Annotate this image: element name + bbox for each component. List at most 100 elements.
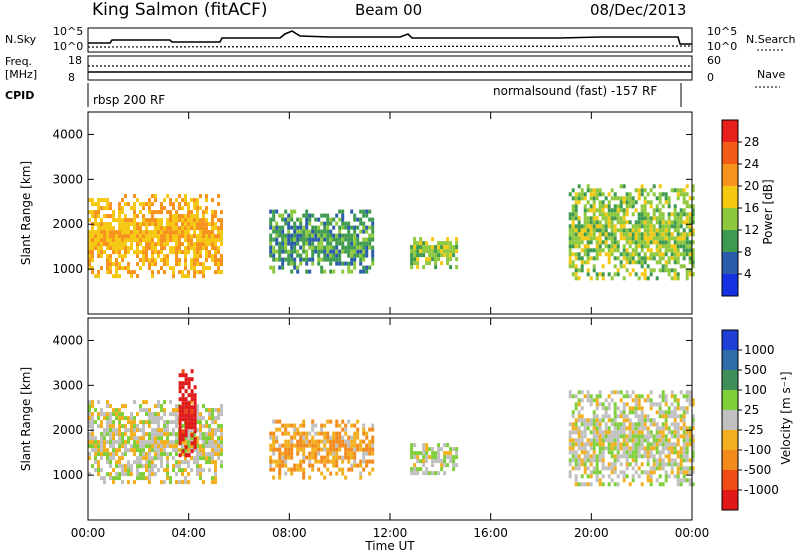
- velocity-echo-cell: [220, 440, 223, 445]
- velocity-echo-cell: [449, 455, 453, 460]
- velocity-echo-cell: [175, 416, 178, 421]
- velocity-echo-cell: [628, 394, 632, 399]
- power-echo-cell: [350, 209, 354, 214]
- power-echo-cell: [625, 208, 629, 213]
- power-echo-cell: [673, 256, 677, 261]
- power-echo-cell: [166, 234, 169, 239]
- power-echo-cell: [362, 209, 366, 214]
- velocity-echo-cell: [571, 454, 575, 459]
- freq-unit-label: [MHz]: [5, 68, 37, 81]
- power-echo-cell: [317, 245, 321, 250]
- power-echo-cell: [685, 200, 689, 205]
- power-echo-cell: [175, 198, 178, 203]
- velocity-echo-cell: [202, 416, 205, 421]
- velocity-echo-cell: [622, 430, 626, 435]
- power-echo-cell: [580, 268, 584, 273]
- velocity-echo-cell: [362, 427, 366, 432]
- power-echo-cell: [178, 258, 181, 263]
- velocity-echo-cell: [284, 431, 288, 436]
- velocity-echo-cell: [205, 436, 208, 441]
- velocity-echo-cell: [181, 413, 185, 418]
- power-echo-cell: [323, 269, 327, 274]
- power-echo-cell: [607, 192, 611, 197]
- power-echo-cell: [169, 246, 172, 251]
- velocity-echo-cell: [664, 422, 668, 427]
- power-echo-cell: [106, 226, 109, 231]
- velocity-echo-cell: [691, 446, 695, 451]
- power-echo-cell: [359, 209, 363, 214]
- velocity-echo-cell: [208, 444, 211, 449]
- power-echo-cell: [326, 213, 330, 218]
- velocity-echo-cell: [365, 451, 369, 456]
- power-echo-cell: [320, 237, 324, 242]
- velocity-echo-cell: [649, 450, 653, 455]
- power-echo-cell: [287, 257, 291, 262]
- power-echo-cell: [446, 249, 450, 254]
- velocity-echo-cell: [332, 459, 336, 464]
- power-echo-cell: [329, 257, 333, 262]
- velocity-echo-cell: [160, 444, 163, 449]
- power-echo-cell: [664, 268, 668, 273]
- power-echo-cell: [308, 221, 312, 226]
- velocity-echo-cell: [100, 444, 103, 449]
- velocity-echo-cell: [673, 394, 677, 399]
- velocity-echo-cell: [640, 418, 644, 423]
- velocity-echo-cell: [661, 394, 665, 399]
- velocity-echo-cell: [199, 472, 202, 477]
- power-echo-cell: [169, 202, 172, 207]
- velocity-echo-cell: [443, 463, 447, 468]
- velocity-echo-cell: [299, 431, 303, 436]
- velocity-echo-cell: [94, 456, 97, 461]
- velocity-echo-cell: [293, 463, 297, 468]
- velocity-echo-cell: [133, 416, 136, 421]
- velocity-echo-cell: [577, 458, 581, 463]
- power-echo-cell: [121, 206, 124, 211]
- velocity-echo-cell: [646, 414, 650, 419]
- power-echo-cell: [190, 222, 193, 227]
- power-echo-cell: [353, 249, 357, 254]
- velocity-echo-cell: [148, 456, 151, 461]
- power-echo-cell: [166, 242, 169, 247]
- velocity-echo-cell: [166, 424, 169, 429]
- velocity-echo-cell: [178, 385, 182, 390]
- power-echo-cell: [368, 265, 372, 270]
- velocity-echo-cell: [667, 446, 671, 451]
- power-echo-cell: [211, 234, 214, 239]
- power-echo-cell: [682, 248, 686, 253]
- power-echo-cell: [413, 253, 417, 258]
- power-echo-cell: [688, 260, 692, 265]
- velocity-echo-cell: [172, 432, 175, 437]
- velocity-echo-cell: [94, 452, 97, 457]
- power-echo-cell: [631, 252, 635, 257]
- velocity-echo-cell: [199, 428, 202, 433]
- power-echo-cell: [365, 229, 369, 234]
- velocity-echo-cell: [628, 406, 632, 411]
- velocity-echo-cell: [577, 402, 581, 407]
- power-echo-cell: [121, 218, 124, 223]
- colorbar-tick-label: -100: [744, 443, 771, 457]
- velocity-echo-cell: [601, 450, 605, 455]
- power-echo-cell: [640, 216, 644, 221]
- velocity-echo-cell: [655, 426, 659, 431]
- velocity-echo-cell: [163, 468, 166, 473]
- power-echo-cell: [616, 248, 620, 253]
- velocity-echo-cell: [196, 408, 199, 413]
- velocity-echo-cell: [434, 451, 438, 456]
- power-echo-cell: [115, 274, 118, 279]
- power-echo-cell: [434, 249, 438, 254]
- power-echo-cell: [640, 260, 644, 265]
- velocity-echo-cell: [211, 460, 214, 465]
- velocity-echo-cell: [649, 434, 653, 439]
- power-echo-cell: [157, 210, 160, 215]
- velocity-echo-cell: [350, 443, 354, 448]
- velocity-echo-cell: [452, 455, 456, 460]
- power-echo-cell: [302, 257, 306, 262]
- velocity-echo-cell: [163, 420, 166, 425]
- velocity-echo-cell: [661, 410, 665, 415]
- velocity-echo-cell: [88, 420, 91, 425]
- power-echo-cell: [598, 188, 602, 193]
- power-echo-cell: [127, 270, 130, 275]
- velocity-echo-cell: [595, 402, 599, 407]
- velocity-echo-cell: [148, 432, 151, 437]
